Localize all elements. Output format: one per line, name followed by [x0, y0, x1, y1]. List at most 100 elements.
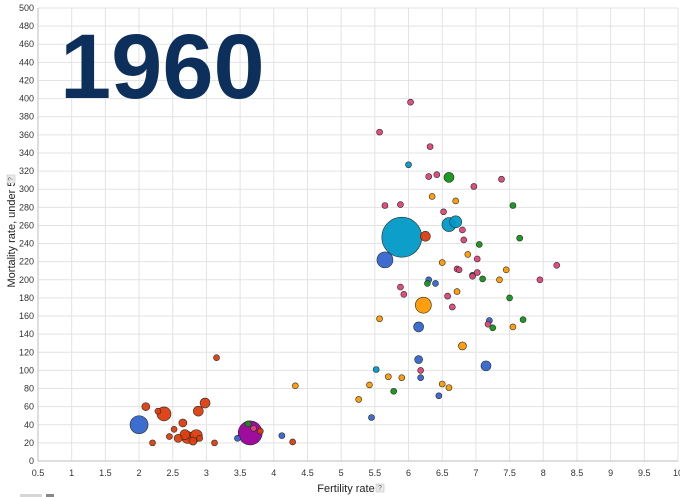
data-point[interactable]	[170, 425, 178, 433]
data-point[interactable]	[449, 215, 462, 229]
data-point[interactable]	[376, 128, 383, 136]
x-tick-label: 3.5	[234, 468, 247, 478]
data-point[interactable]	[460, 236, 468, 244]
data-point[interactable]	[376, 251, 394, 269]
play-button[interactable]	[46, 494, 54, 497]
data-point[interactable]	[489, 324, 497, 332]
data-point[interactable]	[458, 341, 467, 351]
data-point[interactable]	[428, 193, 436, 200]
data-point[interactable]	[475, 241, 483, 248]
data-point[interactable]	[244, 420, 252, 428]
data-point[interactable]	[509, 202, 517, 209]
y-tick-label: 400	[19, 94, 34, 104]
data-point[interactable]	[129, 415, 149, 435]
data-point[interactable]	[516, 234, 523, 242]
timeline-handle[interactable]	[20, 494, 42, 497]
data-point[interactable]	[199, 397, 211, 409]
x-tick-label: 2.5	[166, 468, 179, 478]
data-point[interactable]	[469, 272, 476, 280]
data-point[interactable]	[440, 208, 447, 216]
data-point[interactable]	[405, 161, 412, 169]
data-point[interactable]	[509, 323, 517, 331]
data-point[interactable]	[519, 316, 527, 323]
y-tick-label: 80	[24, 384, 34, 394]
x-tick-label: 8	[541, 468, 546, 478]
data-point[interactable]	[426, 143, 434, 150]
data-point[interactable]	[390, 387, 398, 395]
data-point[interactable]	[417, 367, 424, 374]
data-point[interactable]	[234, 435, 241, 442]
data-point[interactable]	[289, 438, 296, 446]
data-point[interactable]	[413, 321, 424, 333]
data-point[interactable]	[473, 269, 481, 276]
data-point[interactable]	[464, 251, 472, 258]
y-tick-label: 220	[19, 257, 34, 267]
data-point[interactable]	[502, 266, 510, 274]
data-point[interactable]	[257, 427, 264, 435]
data-point[interactable]	[193, 405, 204, 417]
data-point[interactable]	[438, 380, 446, 388]
data-point[interactable]	[424, 280, 431, 287]
data-point[interactable]	[414, 355, 423, 364]
data-point[interactable]	[553, 262, 561, 269]
data-point[interactable]	[480, 360, 492, 372]
data-point[interactable]	[444, 292, 451, 300]
x-help-icon[interactable]	[375, 483, 385, 493]
data-point[interactable]	[415, 296, 432, 314]
data-point[interactable]	[398, 374, 406, 381]
data-point[interactable]	[420, 231, 431, 242]
data-point[interactable]	[479, 275, 486, 283]
data-point[interactable]	[211, 439, 218, 447]
data-point[interactable]	[506, 294, 513, 302]
data-point[interactable]	[381, 216, 423, 258]
data-point[interactable]	[536, 276, 544, 284]
data-point[interactable]	[433, 171, 441, 179]
data-point[interactable]	[368, 414, 375, 421]
data-point[interactable]	[178, 418, 188, 428]
data-point[interactable]	[292, 382, 299, 390]
data-point[interactable]	[455, 266, 463, 274]
y-tick-label: 160	[19, 311, 34, 321]
data-point[interactable]	[445, 384, 453, 391]
data-point[interactable]	[397, 201, 404, 208]
data-point[interactable]	[149, 439, 156, 447]
data-point[interactable]	[453, 288, 461, 295]
data-point[interactable]	[381, 202, 389, 209]
data-point[interactable]	[355, 396, 362, 403]
data-point[interactable]	[372, 366, 380, 373]
y-tick-label: 500	[19, 3, 34, 13]
data-point[interactable]	[407, 98, 414, 106]
data-point[interactable]	[188, 436, 198, 446]
x-axis-title: Fertility rate	[317, 483, 374, 495]
data-point[interactable]	[366, 381, 373, 389]
data-point[interactable]	[425, 173, 433, 180]
y-help-icon[interactable]	[6, 174, 16, 184]
data-point[interactable]	[443, 172, 455, 183]
data-point[interactable]	[397, 283, 404, 291]
data-point[interactable]	[449, 303, 456, 311]
data-point[interactable]	[459, 226, 466, 234]
data-point[interactable]	[385, 373, 392, 381]
data-point[interactable]	[432, 280, 439, 287]
data-point[interactable]	[173, 434, 183, 443]
x-tick-label: 5	[339, 468, 344, 478]
data-point[interactable]	[196, 435, 203, 442]
data-point[interactable]	[154, 407, 162, 415]
data-point[interactable]	[496, 276, 503, 284]
data-point[interactable]	[278, 432, 286, 439]
data-point[interactable]	[376, 315, 383, 323]
data-point[interactable]	[435, 392, 443, 400]
data-point[interactable]	[473, 255, 481, 263]
data-point[interactable]	[498, 175, 505, 183]
data-point[interactable]	[470, 183, 478, 190]
data-point[interactable]	[400, 290, 408, 298]
data-point[interactable]	[213, 354, 220, 362]
data-point[interactable]	[484, 320, 492, 328]
data-point[interactable]	[166, 433, 173, 440]
data-point[interactable]	[417, 374, 424, 381]
data-point[interactable]	[250, 425, 257, 432]
data-point[interactable]	[141, 402, 151, 411]
data-point[interactable]	[438, 259, 446, 266]
data-point[interactable]	[452, 197, 459, 205]
